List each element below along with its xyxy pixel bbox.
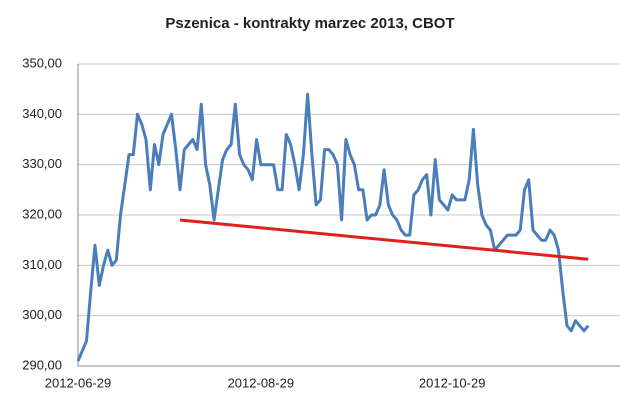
y-tick-label: 290,00 (22, 357, 62, 372)
x-tick-label: 2012-10-29 (419, 375, 486, 390)
y-tick-label: 340,00 (22, 106, 62, 121)
y-tick-label: 310,00 (22, 257, 62, 272)
y-tick-label: 350,00 (22, 55, 62, 70)
y-tick-label: 330,00 (22, 156, 62, 171)
chart-title: Pszenica - kontrakty marzec 2013, CBOT (165, 15, 454, 32)
y-tick-label: 320,00 (22, 206, 62, 221)
y-tick-label: 300,00 (22, 307, 62, 322)
x-tick-label: 2012-06-29 (45, 375, 112, 390)
price-line (76, 92, 590, 362)
trend-line (179, 218, 589, 261)
x-tick-label: 2012-08-29 (228, 375, 295, 390)
